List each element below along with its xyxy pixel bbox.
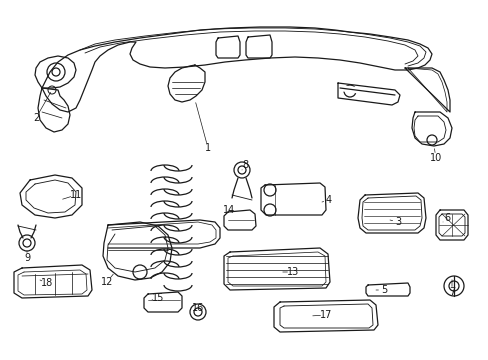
Text: 2: 2 (33, 113, 39, 123)
Text: 12: 12 (101, 277, 113, 287)
Text: 6: 6 (443, 213, 449, 223)
Text: 15: 15 (151, 293, 164, 303)
Text: 9: 9 (24, 253, 30, 263)
Text: 11: 11 (70, 190, 82, 200)
Text: 4: 4 (325, 195, 331, 205)
Text: 14: 14 (223, 205, 235, 215)
Text: 3: 3 (394, 217, 400, 227)
Text: 10: 10 (429, 153, 441, 163)
Text: 16: 16 (191, 303, 203, 313)
Text: 13: 13 (286, 267, 299, 277)
Text: 18: 18 (41, 278, 53, 288)
Text: 7: 7 (448, 287, 454, 297)
Text: 8: 8 (242, 160, 247, 170)
Text: 17: 17 (319, 310, 331, 320)
Text: 1: 1 (204, 143, 211, 153)
Text: 5: 5 (380, 285, 386, 295)
